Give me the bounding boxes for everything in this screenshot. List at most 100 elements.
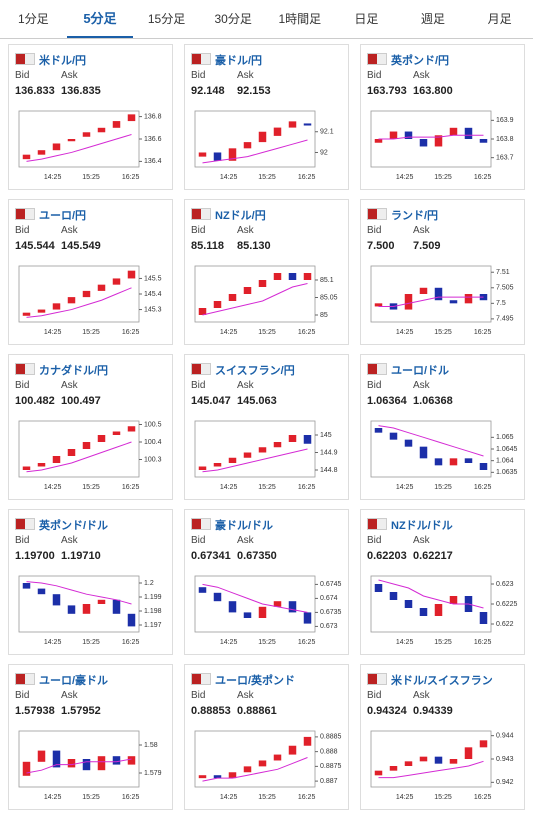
- tab-bar: 1分足 5分足 15分足 30分足 1時間足 日足 週足 月足: [0, 0, 533, 39]
- x-tick-label: 15:25: [82, 794, 100, 801]
- candle: [112, 431, 121, 435]
- candle: [464, 747, 473, 759]
- mini-chart[interactable]: 1.197 1.198 1.199 1.2 14:25 15:25 16:25: [9, 570, 172, 654]
- candle: [97, 599, 106, 604]
- mini-chart[interactable]: 0.887 0.8875 0.888 0.8885 14:25 15:25 16:25: [185, 725, 348, 809]
- tab[interactable]: 月足: [487, 12, 512, 26]
- pair-title[interactable]: ユーロ/英ポンド: [215, 675, 296, 687]
- candle: [67, 449, 76, 456]
- y-tick-label: 0.888: [320, 748, 338, 755]
- currency-card: NZドル/円 Bid Ask 85.118 85.130 85 85.05 85.1 14:25…: [184, 199, 349, 345]
- tab[interactable]: 1時間足: [278, 12, 322, 26]
- flag-icon: [367, 673, 387, 685]
- x-tick-label: 15:25: [434, 484, 452, 491]
- pair-title[interactable]: スイスフラン/円: [215, 365, 295, 377]
- bid-value: 145.544: [15, 240, 55, 252]
- y-tick-label: 100.5: [144, 421, 162, 428]
- pair-title[interactable]: カナダドル/円: [39, 365, 109, 377]
- y-tick-label: 0.8885: [320, 734, 342, 741]
- mini-chart[interactable]: 145.3 145.4 145.5 14:25 15:25 16:25: [9, 260, 172, 344]
- candle: [52, 594, 61, 606]
- pair-title[interactable]: ユーロ/円: [39, 210, 87, 222]
- mini-chart[interactable]: 144.8 144.9 145 14:25 15:25 16:25: [185, 415, 348, 499]
- mini-chart[interactable]: 136.4 136.6 136.8 14:25 15:25 16:25: [9, 105, 172, 189]
- y-tick-label: 0.887: [320, 778, 338, 785]
- tab[interactable]: 週足: [421, 12, 446, 26]
- x-tick-label: 15:25: [434, 639, 452, 646]
- ask-value: 92.153: [237, 85, 271, 97]
- x-tick-label: 16:25: [298, 639, 316, 646]
- candle: [52, 303, 61, 310]
- pair-title[interactable]: 米ドル/スイスフラン: [391, 675, 493, 687]
- x-tick-label: 16:25: [474, 484, 492, 491]
- ask-label: Ask: [61, 225, 78, 236]
- candle: [198, 308, 207, 315]
- x-tick-label: 14:25: [396, 794, 414, 801]
- y-tick-label: 145: [320, 432, 332, 439]
- ask-value: 136.835: [61, 85, 101, 97]
- tab[interactable]: 5分足: [66, 0, 134, 38]
- pair-title[interactable]: 米ドル/円: [39, 55, 87, 67]
- mini-chart[interactable]: 100.3 100.4 100.5 14:25 15:25 16:25: [9, 415, 172, 499]
- bid-value: 1.06364: [367, 395, 407, 407]
- mini-chart[interactable]: 1.579 1.58 14:25 15:25 16:25: [9, 725, 172, 809]
- pair-title[interactable]: 英ポンド/円: [391, 55, 450, 67]
- mini-chart[interactable]: 92 92.1 14:25 15:25 16:25: [185, 105, 348, 189]
- x-tick-label: 16:25: [122, 794, 140, 801]
- ask-value: 0.62217: [413, 550, 453, 562]
- mini-chart[interactable]: 0.673 0.6735 0.674 0.6745 14:25 15:25 16:25: [185, 570, 348, 654]
- candle: [303, 273, 312, 280]
- mini-chart[interactable]: 0.942 0.943 0.944 14:25 15:25 16:25: [361, 725, 524, 809]
- candle: [82, 290, 91, 298]
- pair-title[interactable]: ユーロ/豪ドル: [39, 675, 109, 687]
- pair-title[interactable]: 豪ドル/ドル: [215, 520, 274, 532]
- candle: [112, 756, 121, 765]
- y-tick-label: 136.8: [144, 113, 162, 120]
- pair-title[interactable]: ランド/円: [391, 210, 439, 222]
- pair-title[interactable]: 豪ドル/円: [215, 55, 263, 67]
- x-tick-label: 15:25: [82, 639, 100, 646]
- candle: [213, 775, 222, 779]
- currency-card: スイスフラン/円 Bid Ask 145.047 145.063 144.8 144.9 14…: [184, 354, 349, 500]
- y-tick-label: 100.3: [144, 456, 162, 463]
- x-tick-label: 14:25: [220, 174, 238, 181]
- tab[interactable]: 30分足: [214, 12, 252, 26]
- tab[interactable]: 日足: [354, 12, 379, 26]
- ask-label: Ask: [413, 380, 430, 391]
- pair-title[interactable]: ユーロ/ドル: [391, 365, 450, 377]
- bid-value: 163.793: [367, 85, 407, 97]
- ask-label: Ask: [237, 690, 254, 701]
- plot-frame: [370, 420, 492, 478]
- moving-average: [26, 441, 132, 473]
- mini-chart[interactable]: 1.0635 1.064 1.0645 1.065 14:25 15:25 16:25: [361, 415, 524, 499]
- candle: [449, 759, 458, 764]
- tab[interactable]: 1分足: [17, 12, 49, 26]
- bid-label: Bid: [367, 535, 382, 546]
- ask-label: Ask: [61, 380, 78, 391]
- y-tick-label: 145.4: [144, 291, 162, 298]
- mini-chart[interactable]: 163.7 163.8 163.9 14:25 15:25 16:25: [361, 105, 524, 189]
- mini-chart[interactable]: 7.495 7.5 7.505 7.51 14:25 15:25 16:25: [361, 260, 524, 344]
- candle: [127, 270, 136, 279]
- x-tick-label: 15:25: [258, 484, 276, 491]
- candle: [449, 458, 458, 466]
- bid-value: 85.118: [191, 240, 225, 252]
- x-tick-label: 16:25: [122, 484, 140, 491]
- bid-value: 100.482: [15, 395, 55, 407]
- ask-label: Ask: [413, 690, 430, 701]
- candle: [273, 273, 282, 280]
- candle: [213, 301, 222, 308]
- tab[interactable]: 15分足: [147, 12, 186, 26]
- mini-chart[interactable]: 85 85.05 85.1 14:25 15:25 16:25: [185, 260, 348, 344]
- mini-chart[interactable]: 0.622 0.6225 0.623 14:25 15:25 16:25: [361, 570, 524, 654]
- candle: [464, 458, 473, 463]
- candle: [434, 458, 443, 466]
- pair-title[interactable]: 英ポンド/ドル: [39, 520, 109, 532]
- candle: [374, 303, 383, 307]
- pair-title[interactable]: NZドル/ドル: [391, 520, 453, 532]
- currency-card: 米ドル/スイスフラン Bid Ask 0.94324 0.94339 0.942 0.943…: [360, 664, 525, 810]
- y-tick-label: 1.58: [144, 742, 158, 749]
- pair-title[interactable]: NZドル/円: [215, 210, 266, 222]
- y-tick-label: 100.4: [144, 439, 162, 446]
- candle: [273, 601, 282, 607]
